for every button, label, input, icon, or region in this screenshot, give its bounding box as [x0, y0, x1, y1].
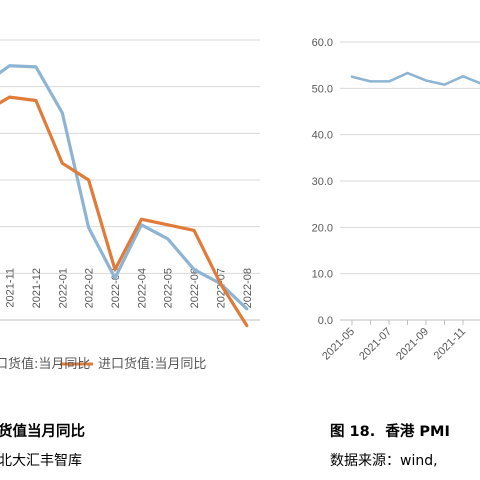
right-caption-source: 数据来源：wind, — [330, 450, 438, 470]
series-line-pmi — [350, 71, 480, 86]
x-tick-label: 2022-02 — [84, 268, 96, 308]
left-chart: 2021-11 2021-12 2022-01 2022-02 2022-03 2022-… — [0, 39, 260, 328]
x-tick-label: 2022-05 — [163, 268, 175, 308]
y-tick-label: 10.0 — [312, 269, 333, 281]
legend-label-import: 进口货值:当月同比 — [98, 356, 206, 372]
figure-title: 香港 PMI — [385, 424, 450, 440]
y-tick-label: 60.0 — [312, 37, 333, 49]
x-tick-label: 2021-05 — [320, 326, 357, 363]
x-tick-label: 2021-11 — [432, 326, 468, 362]
x-tick-label: 2021-09 — [394, 326, 431, 363]
right-chart: 0.010.020.030.040.050.060.0 2021-05 2021-… — [312, 37, 480, 363]
x-tick-label: 2022-03 — [110, 268, 122, 308]
x-tick-label: 2022-04 — [136, 268, 148, 308]
right-caption-title: 图 18. 香港 PMI — [330, 420, 450, 441]
y-tick-label: 30.0 — [312, 176, 333, 188]
y-tick-label: 20.0 — [312, 222, 333, 234]
x-tick-label: 2022-08 — [242, 268, 254, 308]
series-line-export — [0, 64, 249, 311]
series-line-import — [0, 95, 249, 328]
x-tick-label: 2021-07 — [357, 326, 394, 363]
legend-label-export: 口货值:当月同比 — [0, 356, 90, 372]
figure-number: 图 18. — [330, 424, 376, 440]
y-tick-label: 50.0 — [312, 83, 333, 95]
x-tick-label: 2021-12 — [31, 268, 43, 308]
left-caption-source: 北大汇丰智库 — [0, 453, 82, 469]
source-text: 数据来源：wind, — [330, 453, 438, 469]
x-tick-label: 2022-06 — [189, 268, 201, 308]
y-tick-label: 0.0 — [318, 315, 333, 327]
y-tick-label: 40.0 — [312, 130, 333, 142]
x-tick-label: 2021-11 — [5, 268, 17, 308]
x-tick-label: 2022-01 — [57, 268, 69, 308]
left-caption-title: 货值当月同比 — [0, 424, 85, 440]
legend: 口货值:当月同比 进口货值:当月同比 — [0, 356, 206, 372]
